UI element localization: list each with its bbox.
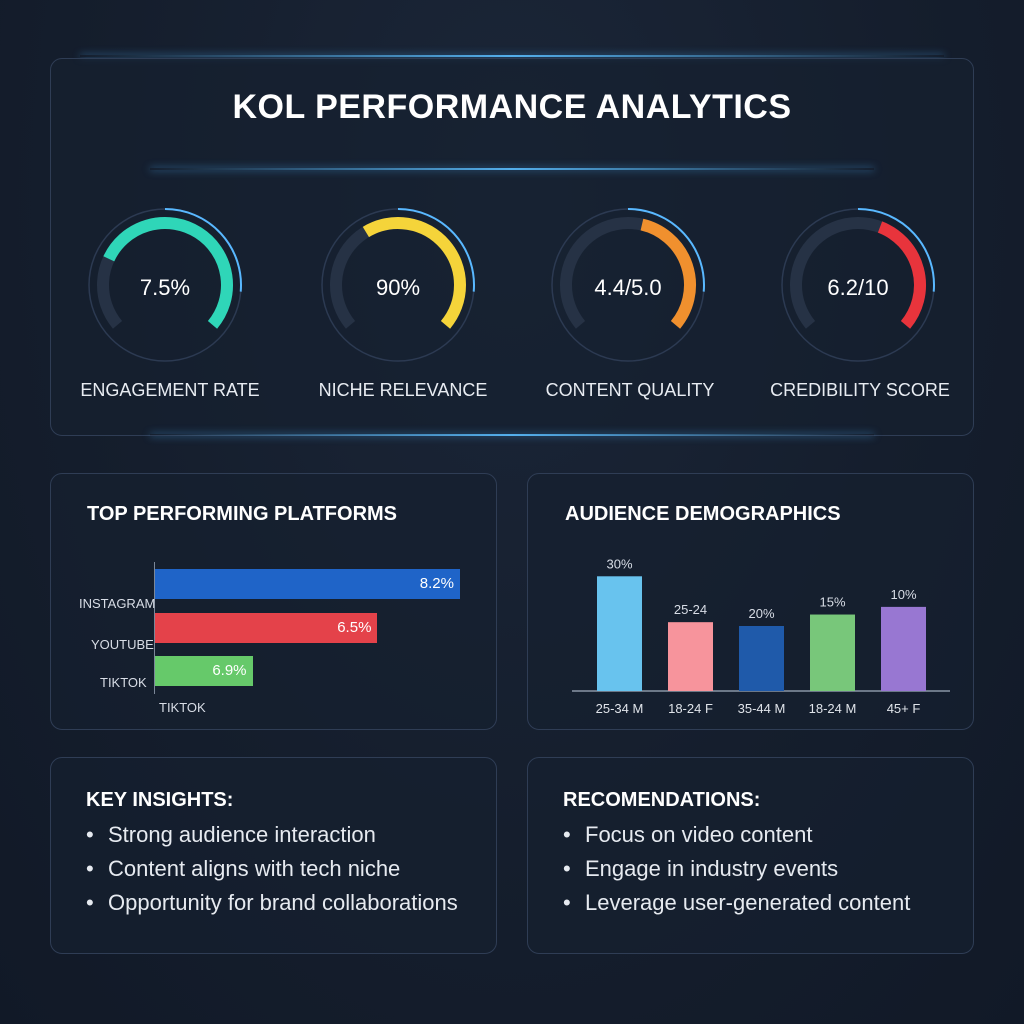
demographics-value-label: 10% — [890, 587, 916, 602]
insights-title: KEY INSIGHTS: — [86, 789, 234, 811]
demographics-title: AUDIENCE DEMOGRAPHICS — [565, 503, 841, 525]
platform-label-youtube: YOUTUBE — [91, 637, 154, 652]
gauge-highlight-arc — [627, 208, 705, 292]
engagement-rate-value: 7.5% — [139, 275, 191, 300]
demographics-chart: 30% 25-34 M 25-24 18-24 F 20% 35-44 M 15% 18-24… — [572, 556, 950, 716]
metrics-panel — [50, 58, 974, 436]
recommendation-item: Leverage user-generated content — [563, 886, 910, 920]
demographics-bar — [597, 576, 642, 691]
content-quality-gauge: 4.4/5.0 — [548, 205, 708, 365]
demographics-category-label: 25-34 M — [596, 701, 644, 716]
demographics-category-label: 18-24 F — [668, 701, 713, 716]
title-glow-divider — [150, 168, 874, 170]
gauge-ring-3 — [781, 208, 935, 362]
recommendations-list: Focus on video content Engage in industr… — [563, 818, 910, 920]
gauge-highlight-arc — [857, 208, 935, 292]
recommendations-title: RECOMENDATIONS: — [563, 789, 761, 811]
demographics-value-label: 20% — [748, 606, 774, 621]
gauge-ring-2 — [551, 208, 705, 362]
page-title: KOL PERFORMANCE ANALYTICS — [232, 88, 792, 126]
platform-bar-tiktok: 6.9% — [155, 656, 253, 686]
gauge-fill-arc — [362, 217, 466, 329]
insight-item: Content aligns with tech niche — [86, 852, 458, 886]
demographics-bar — [739, 626, 784, 691]
demographics-bar — [881, 606, 926, 691]
demographics-bar — [810, 614, 855, 691]
platform-label-instagram: INSTAGRAM — [79, 596, 156, 611]
credibility-score-gauge: 6.2/10 — [778, 205, 938, 365]
engagement-rate-gauge: 7.5% — [85, 205, 245, 365]
gauge-ring-0 — [88, 208, 242, 362]
niche-relevance-value: 90% — [375, 275, 421, 300]
gauge-fill-arc — [640, 218, 696, 329]
platform-bar-youtube: 6.5% — [155, 613, 378, 643]
demographics-value-label: 30% — [606, 556, 632, 571]
demographics-category-label: 45+ F — [887, 701, 921, 716]
platforms-panel — [50, 473, 497, 730]
demographics-category-label: 18-24 M — [809, 701, 857, 716]
platform-bar-instagram: 8.2% — [155, 569, 460, 599]
credibility-score-label: CREDIBILITY SCORE — [770, 380, 950, 400]
engagement-rate-label: ENGAGEMENT RATE — [80, 380, 260, 400]
gauge-highlight-arc — [397, 208, 475, 292]
demographics-value-label: 15% — [819, 595, 845, 610]
demographics-bar — [668, 622, 713, 691]
demographics-category-label: 35-44 M — [738, 701, 786, 716]
insights-list: Strong audience interaction Content alig… — [86, 818, 458, 920]
platforms-title: TOP PERFORMING PLATFORMS — [87, 503, 398, 525]
insight-item: Strong audience interaction — [86, 818, 458, 852]
insight-item: Opportunity for brand collaborations — [86, 886, 458, 920]
demographics-value-label: 25-24 — [674, 602, 707, 617]
metrics-bottom-glow-divider — [150, 434, 874, 436]
platform-bar-value: 6.9% — [212, 662, 247, 679]
platform-axis-label-tiktok: TIKTOK — [159, 700, 206, 715]
gauge-ring-1 — [321, 208, 475, 362]
gauge-fill-arc — [877, 221, 926, 329]
niche-relevance-gauge: 90% — [318, 205, 478, 365]
credibility-score-value: 6.2/10 — [827, 275, 889, 300]
top-glow-divider — [80, 55, 944, 57]
platform-bar-value: 8.2% — [419, 575, 454, 592]
content-quality-value: 4.4/5.0 — [594, 275, 662, 300]
recommendation-item: Focus on video content — [563, 818, 910, 852]
platform-label-tiktok: TIKTOK — [100, 675, 147, 690]
content-quality-label: CONTENT QUALITY — [545, 380, 715, 400]
gauge-highlight-arc — [164, 208, 242, 292]
gauge-fill-arc — [103, 217, 233, 329]
recommendation-item: Engage in industry events — [563, 852, 910, 886]
platforms-axis-line — [154, 562, 155, 694]
niche-relevance-label: NICHE RELEVANCE — [318, 380, 488, 400]
platform-bar-value: 6.5% — [337, 619, 372, 636]
